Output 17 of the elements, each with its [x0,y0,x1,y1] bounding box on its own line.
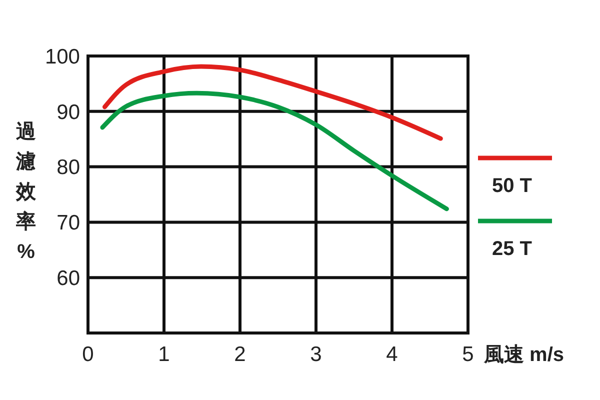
legend-label: 25 T [492,238,532,260]
y-tick-label: 60 [56,266,80,290]
y-tick-label: 80 [56,156,80,180]
line-series [100,90,449,212]
line-series [102,64,443,141]
x-tick-label: 2 [234,343,246,366]
x-axis-title: 風速 m/s [483,344,564,366]
x-tick-label: 3 [310,343,322,366]
x-tick-label: 4 [386,343,398,366]
x-tick-label: 0 [82,343,94,366]
x-tick-label: 1 [158,343,170,366]
legend-label: 50 T [492,175,532,197]
y-tick-label: 100 [44,45,80,68]
y-axis-title: 過濾效率% [15,121,37,263]
x-tick-label: 5 [462,343,474,366]
y-tick-label: 70 [56,212,80,235]
y-tick-label: 90 [56,100,80,124]
